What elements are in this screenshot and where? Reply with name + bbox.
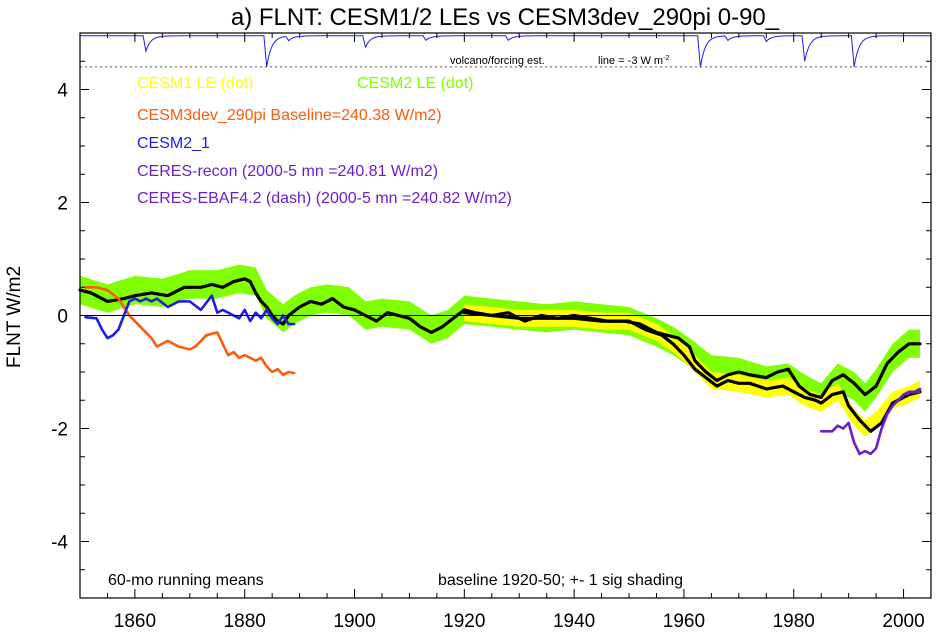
line-note-text: line = -3 W m [598,55,663,67]
y-tick-label: -4 [51,533,68,554]
x-tick-label: 2000 [882,611,924,632]
volcano-trace [80,35,931,67]
x-tick-label: 1960 [663,611,705,632]
y-tick-label: -2 [51,420,68,441]
band-cesm1-le-dot [464,304,920,437]
line-cesm3dev-290pi-baseline-240-38-w-m2 [84,285,296,377]
running-means-note: 60-mo running means [108,572,264,589]
chart-title: a) FLNT: CESM1/2 LEs vs CESM3dev_290pi 0… [231,4,780,31]
volcano-forcing-line [80,35,931,67]
legend-ceres-ebaf: CERES-EBAF4.2 (dash) (2000-5 mn =240.82 … [137,190,512,207]
line-cesm1-le-ensemble-mean [462,311,922,433]
line-note-annotation: line = -3 W m-2 [598,55,669,67]
shaded-bands [80,264,920,437]
legend: CESM1 LE (dot) CESM2 LE (dot) CESM3dev_2… [137,75,512,207]
line-cesm2-1 [84,294,296,340]
legend-cesm1: CESM1 LE (dot) [137,75,253,92]
plot-area [78,35,931,456]
x-tick-label: 1880 [224,611,266,632]
y-tick-label: 4 [57,81,68,102]
legend-ceres-recon: CERES-recon (2000-5 mn =240.81 W/m2) [137,163,438,180]
x-tick-label: 1900 [333,611,375,632]
legend-cesm3dev: CESM3dev_290pi Baseline=240.38 W/m2) [137,107,442,124]
line-ceres-ebaf4-2-dash-2000-5-mn-240-82-w-m2 [902,390,922,396]
x-tick-label: 1860 [114,611,156,632]
legend-cesm2-1: CESM2_1 [137,135,210,152]
series-lines [78,277,922,456]
volcano-annotation: volcano/forcing est. [450,55,545,67]
y-tick-label: 0 [57,307,68,328]
x-tick-label: 1940 [553,611,595,632]
y-axis-label: FLNT W/m2 [4,266,25,368]
axes: 1860 1880 1900 1920 1940 1960 1980 2000 4 2 0 -2 -4 [51,32,932,632]
line-note-sup: -2 [663,55,669,62]
legend-cesm2: CESM2 LE (dot) [357,75,473,92]
y-tick-label: 2 [57,194,68,215]
baseline-note: baseline 1920-50; +- 1 sig shading [438,572,683,589]
x-tick-label: 1980 [773,611,815,632]
x-tick-label: 1920 [443,611,485,632]
